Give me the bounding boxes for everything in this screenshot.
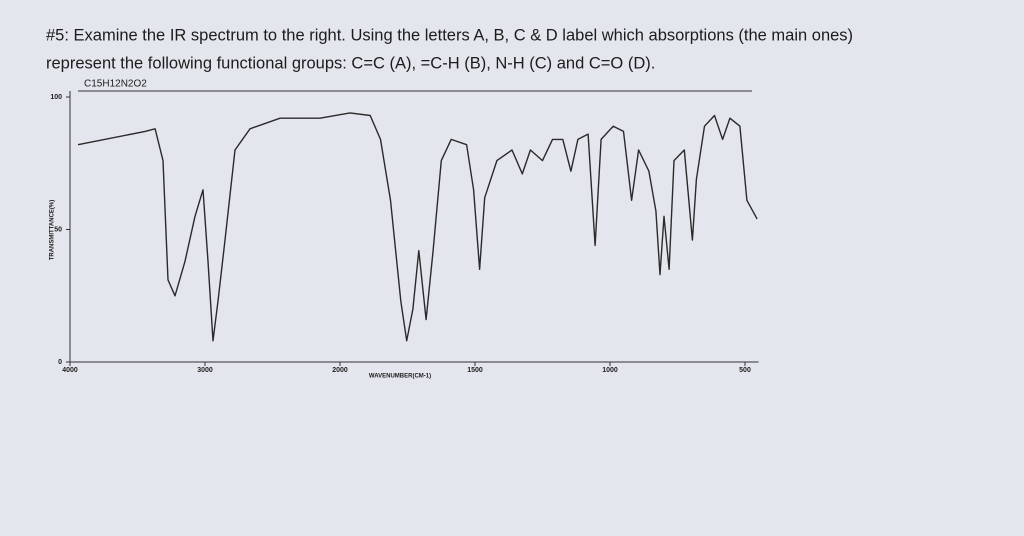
y-tick-label: 50 bbox=[54, 226, 62, 233]
x-tick-label: 500 bbox=[739, 367, 751, 374]
y-tick-label: 0 bbox=[58, 359, 62, 366]
y-tick-label: 100 bbox=[50, 94, 62, 101]
x-tick-label: 4000 bbox=[62, 367, 78, 374]
x-tick-label: 3000 bbox=[197, 367, 213, 374]
x-tick-label: 1000 bbox=[602, 367, 618, 374]
question-line: #5: Examine the IR spectrum to the right… bbox=[46, 26, 853, 44]
x-tick-label: 1500 bbox=[467, 367, 483, 374]
x-axis-label: WAVENUMBER(CM-1) bbox=[369, 374, 431, 380]
formula: C15H12N2O2 bbox=[84, 79, 147, 90]
spectrum-line bbox=[77, 112, 758, 342]
x-tick-label: 2000 bbox=[332, 367, 348, 374]
y-axis-label: TRANSMITTANCE(%) bbox=[50, 200, 56, 261]
question-line: represent the following functional group… bbox=[46, 54, 655, 72]
